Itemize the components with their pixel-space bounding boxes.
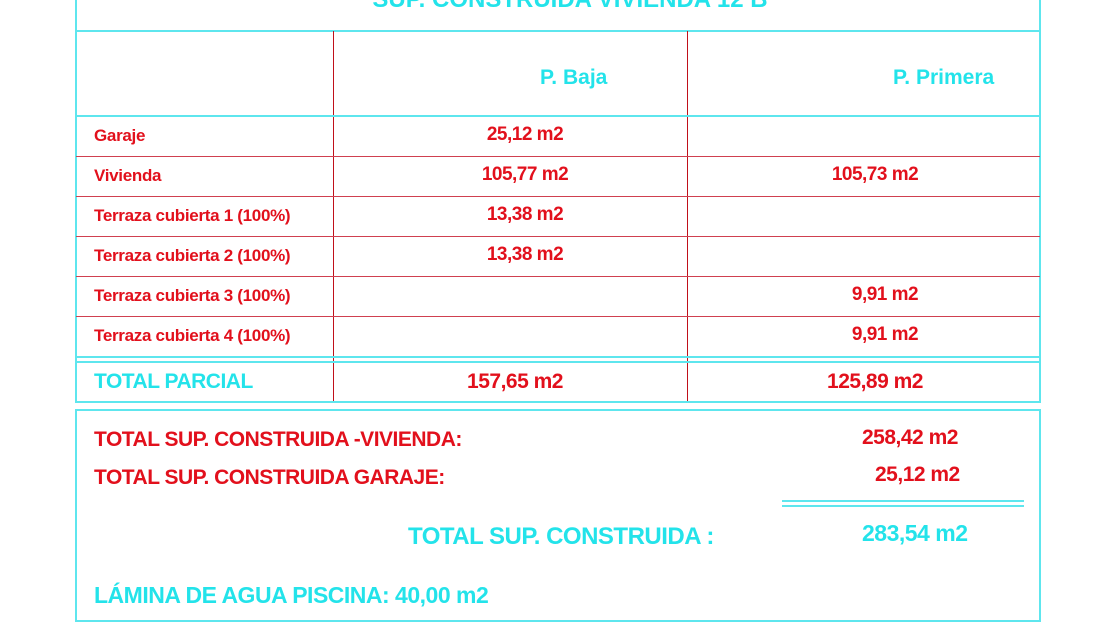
total-garaje-value: 25,12 m2 [875,463,960,486]
row-divider [76,236,1040,237]
sum-line-2 [782,505,1024,507]
row-divider [76,276,1040,277]
total-parcial-label: TOTAL PARCIAL [94,370,253,393]
total-parcial-baja: 157,65 m2 [467,370,563,393]
table-border-right [1039,0,1041,403]
column-divider-2 [687,31,688,403]
row-label: Terraza cubierta 3 (100%) [94,286,291,305]
row-label: Terraza cubierta 2 (100%) [94,246,291,265]
row-value-baja: 25,12 m2 [486,124,564,145]
row-label: Vivienda [94,166,162,185]
summary-box [75,409,1041,622]
row-divider [76,196,1040,197]
table-title: SUP. CONSTRUIDA VIVIENDA 12 B [0,0,1110,14]
row-divider [76,316,1040,317]
row-value-baja: 13,38 m2 [486,204,564,225]
column-divider-1 [333,31,334,403]
title-divider [75,30,1041,32]
column-header-p-primera: P. Primera [893,66,995,89]
row-value-baja: 13,38 m2 [486,244,564,265]
row-divider [76,156,1040,157]
total-construida-label: TOTAL SUP. CONSTRUIDA : [408,523,714,550]
header-divider [75,115,1041,117]
total-parcial-primera: 125,89 m2 [827,370,923,393]
sum-line [782,500,1024,502]
total-construida-value: 283,54 m2 [862,520,968,546]
row-label: Garaje [94,126,146,145]
row-value-baja: 105,77 m2 [481,164,569,185]
total-vivienda-label: TOTAL SUP. CONSTRUIDA -VIVIENDA: [94,428,462,451]
total-divider-2 [75,361,1041,363]
row-label: Terraza cubierta 4 (100%) [94,326,291,345]
row-value-primera: 105,73 m2 [831,164,919,185]
table-bottom-border [75,401,1041,403]
row-label: Terraza cubierta 1 (100%) [94,206,291,225]
total-garaje-label: TOTAL SUP. CONSTRUIDA GARAJE: [94,466,445,489]
table-border-left [75,0,77,403]
row-value-primera: 9,91 m2 [851,324,919,345]
total-divider [75,356,1041,358]
row-value-primera: 9,91 m2 [851,284,919,305]
lamina-agua-piscina: LÁMINA DE AGUA PISCINA: 40,00 m2 [94,582,489,608]
column-header-p-baja: P. Baja [540,66,608,89]
total-vivienda-value: 258,42 m2 [862,426,958,449]
